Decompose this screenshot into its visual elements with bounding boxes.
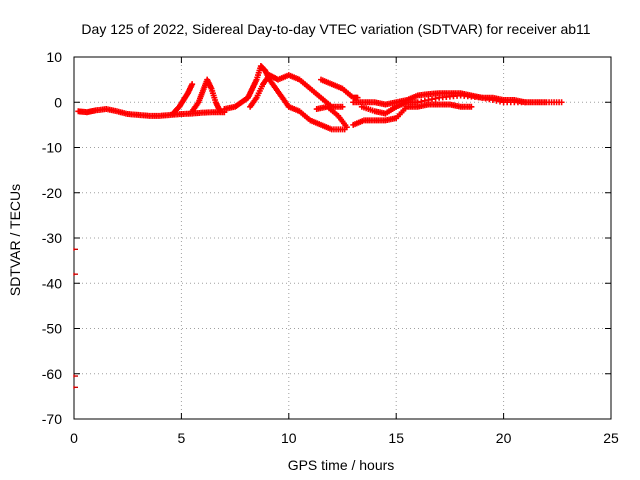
data-point [339, 103, 346, 110]
series-track-mid [221, 63, 292, 113]
x-tick-label: 25 [603, 430, 619, 446]
series-track-dip-2 [313, 103, 350, 131]
y-axis-label: SDTVAR / TECUs [7, 184, 23, 296]
y-tick-label: -70 [42, 411, 62, 427]
series-track-rise-1 [169, 81, 196, 117]
data-point [73, 247, 78, 251]
series-outliers [73, 247, 78, 389]
y-tick-label: -30 [42, 230, 62, 246]
data-point [217, 108, 224, 115]
data-point [73, 374, 78, 378]
series-track-dip [285, 103, 348, 133]
y-tick-label: -50 [42, 321, 62, 337]
grid [74, 57, 611, 419]
series-track-late-mid [358, 92, 529, 117]
data-series [73, 63, 565, 389]
y-tick-label: 0 [54, 94, 62, 110]
y-tick-label: -60 [42, 366, 62, 382]
y-tick-label: 10 [46, 49, 62, 65]
data-point [73, 385, 78, 389]
x-tick-label: 0 [70, 430, 78, 446]
y-tick-label: -40 [42, 275, 62, 291]
x-tick-label: 10 [281, 430, 297, 446]
data-point [468, 103, 475, 110]
series-track-late-lower [350, 101, 475, 128]
series-track-after [318, 76, 361, 101]
data-point [343, 124, 350, 131]
data-point [73, 272, 78, 276]
y-tick-label: -10 [42, 140, 62, 156]
chart-title: Day 125 of 2022, Sidereal Day-to-day VTE… [81, 21, 590, 37]
series-track-rise-2 [189, 76, 224, 115]
data-point [558, 99, 565, 106]
data-point [189, 81, 196, 88]
series-track-peak-ridge [247, 72, 346, 110]
axis-ticks: 0 5 10 15 20 25 10 0 -10 -20 -30 -40 -50 -60 -70 [42, 49, 619, 446]
data-point [522, 99, 529, 106]
x-tick-label: 5 [178, 430, 186, 446]
y-tick-label: -20 [42, 185, 62, 201]
x-tick-label: 15 [388, 430, 404, 446]
x-tick-label: 20 [496, 430, 512, 446]
x-axis-label: GPS time / hours [288, 457, 395, 473]
